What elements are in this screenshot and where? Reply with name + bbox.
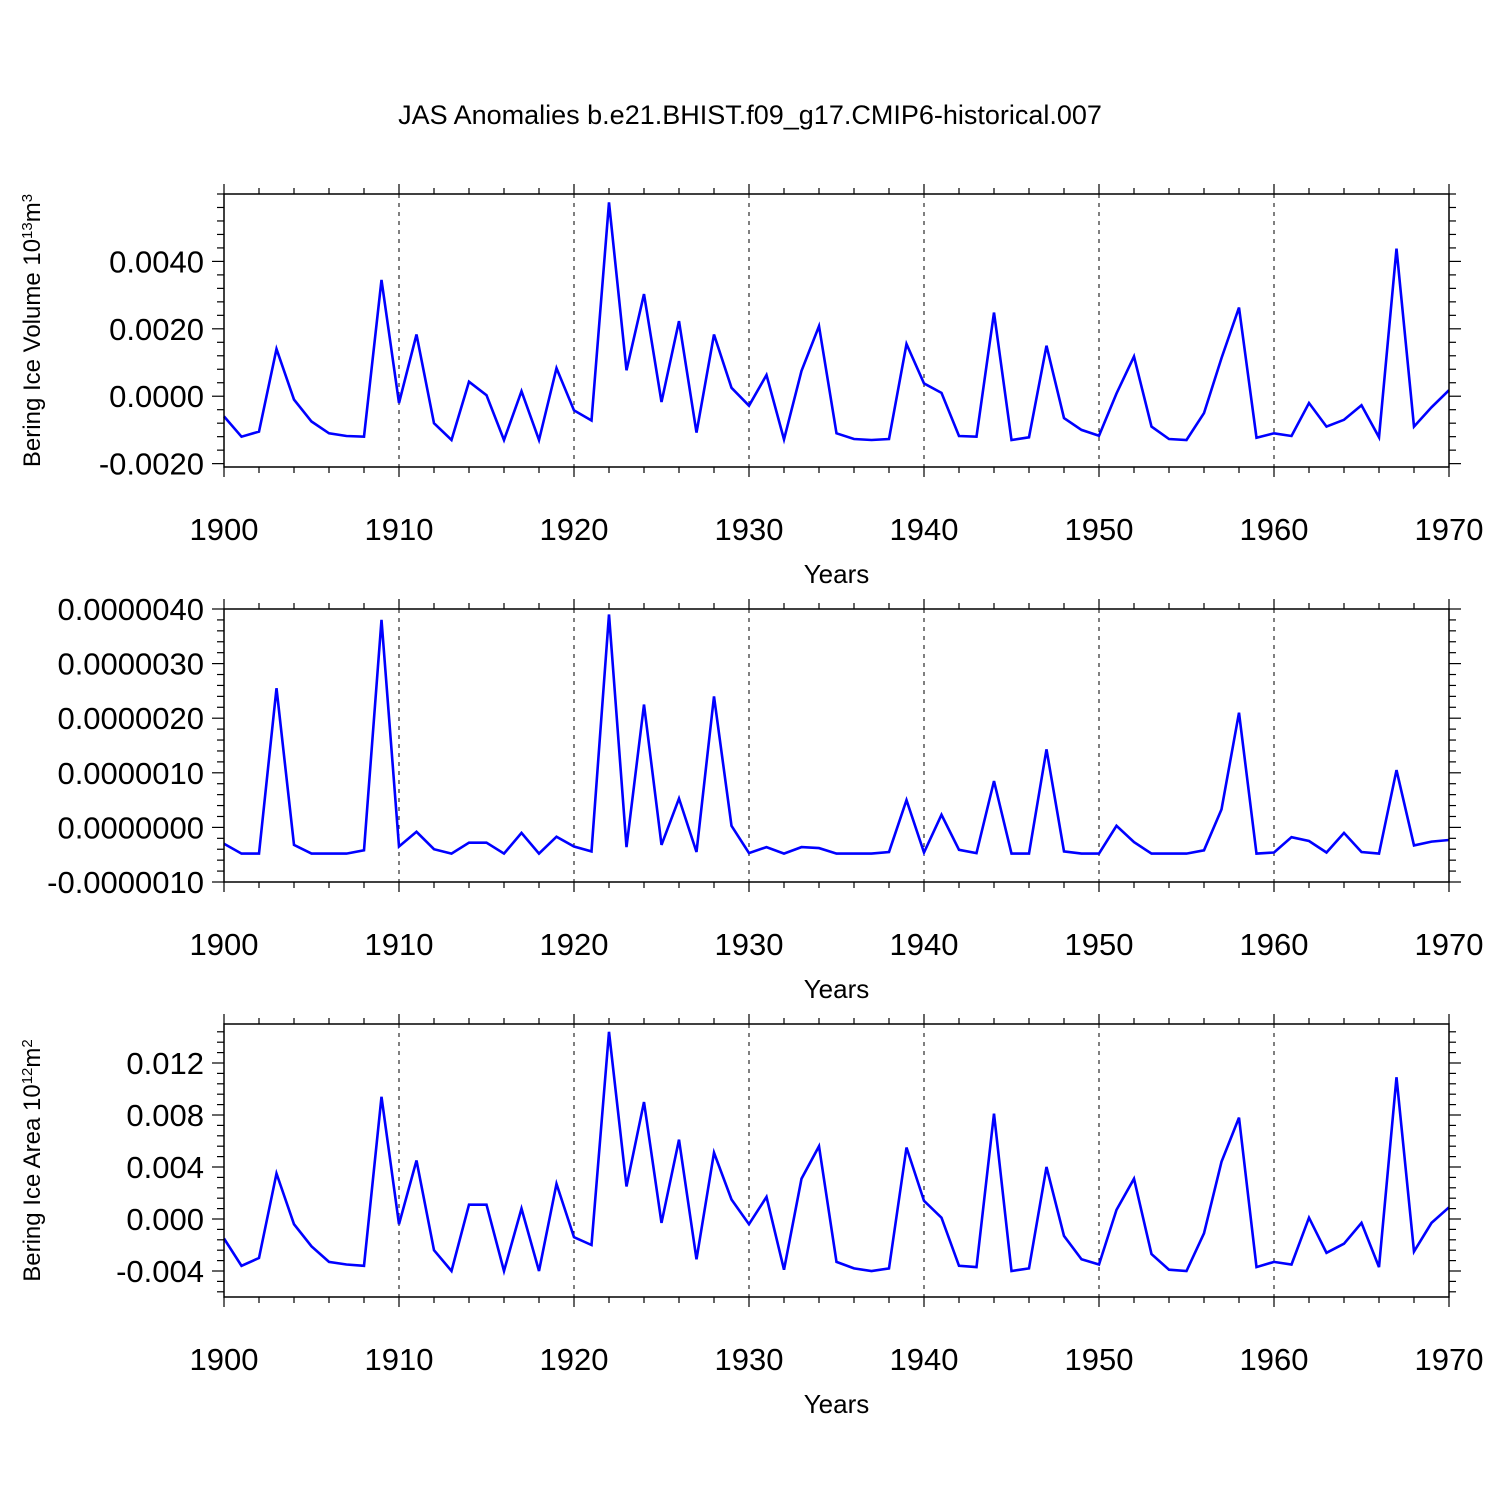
x-tick-label: 1900 [190, 512, 259, 547]
y-tick-label: -0.004 [116, 1254, 204, 1289]
y-tick-label: 0.0000020 [57, 701, 204, 736]
x-tick-label: 1920 [540, 512, 609, 547]
y-axis-label-text: Bering Ice Volume 10 [19, 239, 46, 467]
x-tick-label: 1900 [190, 1342, 259, 1377]
panel-volume: 1900 1910 1920 1930 1940 1950 1960 1970 -0.0020 0… [19, 184, 1484, 589]
x-axis-label: Years [804, 974, 870, 1004]
x-tick-label: 1950 [1065, 1342, 1134, 1377]
y-tick-label: 0.0000040 [57, 592, 204, 627]
y-axis-label-unit: m [19, 1048, 46, 1068]
series-line [224, 615, 1449, 854]
x-tick-label: 1950 [1065, 512, 1134, 547]
x-tick-label: 1930 [715, 1342, 784, 1377]
x-tick-label: 1930 [715, 512, 784, 547]
x-axis-label: Years [804, 559, 870, 589]
y-tick-label: 0.0020 [109, 312, 204, 347]
x-tick-label: 1930 [715, 927, 784, 962]
panel-area: 1900 1910 1920 1930 1940 1950 1960 1970 -0.004 0.… [19, 1014, 1484, 1419]
y-tick-label: 0.0000010 [57, 756, 204, 791]
x-tick-label: 1940 [890, 512, 959, 547]
x-tick-label: 1960 [1240, 927, 1309, 962]
plot-frame [224, 609, 1449, 882]
x-tick-label: 1940 [890, 927, 959, 962]
x-tick-label: 1920 [540, 927, 609, 962]
y-tick-label: 0.004 [126, 1150, 204, 1185]
y-axis-label-exponent: 13 [19, 222, 36, 239]
x-tick-label: 1910 [365, 927, 434, 962]
x-tick-label: 1910 [365, 512, 434, 547]
x-tick-label: 1970 [1415, 512, 1484, 547]
y-tick-label: 0.008 [126, 1098, 204, 1133]
x-tick-label: 1970 [1415, 927, 1484, 962]
chart-title: JAS Anomalies b.e21.BHIST.f09_g17.CMIP6-… [0, 100, 1500, 131]
y-axis-label-text: Bering Ice Area 10 [19, 1084, 46, 1281]
y-tick-label: 0.0000030 [57, 647, 204, 682]
x-axis-label: Years [804, 1389, 870, 1419]
x-tick-label: 1910 [365, 1342, 434, 1377]
y-axis-label-unit: m [19, 202, 46, 222]
x-tick-label: 1970 [1415, 1342, 1484, 1377]
x-tick-label: 1940 [890, 1342, 959, 1377]
y-axis-label: Bering Ice Volume 1013m3 [19, 194, 47, 467]
y-tick-label: 0.0000000 [57, 810, 204, 845]
series-line [224, 202, 1449, 440]
y-axis-label: Bering Ice Area 1012m2 [19, 1039, 47, 1282]
y-axis-label-exponent: 12 [19, 1068, 36, 1085]
x-tick-label: 1960 [1240, 512, 1309, 547]
y-tick-label: -0.0020 [99, 447, 204, 482]
x-tick-label: 1900 [190, 927, 259, 962]
y-tick-label: 0.000 [126, 1202, 204, 1237]
y-tick-label: 0.0000 [109, 379, 204, 414]
x-tick-label: 1960 [1240, 1342, 1309, 1377]
y-tick-label: 0.0040 [109, 244, 204, 279]
y-tick-label: -0.0000010 [47, 865, 204, 900]
x-tick-label: 1920 [540, 1342, 609, 1377]
y-axis-label-unit-exponent: 2 [19, 1039, 36, 1047]
x-tick-label: 1950 [1065, 927, 1134, 962]
y-tick-label: 0.012 [126, 1046, 204, 1081]
series-line [224, 1032, 1449, 1271]
panel-middle: 1900 1910 1920 1930 1940 1950 1960 1970 -0.00000… [47, 592, 1483, 1004]
y-axis-label-unit-exponent: 3 [19, 194, 36, 202]
